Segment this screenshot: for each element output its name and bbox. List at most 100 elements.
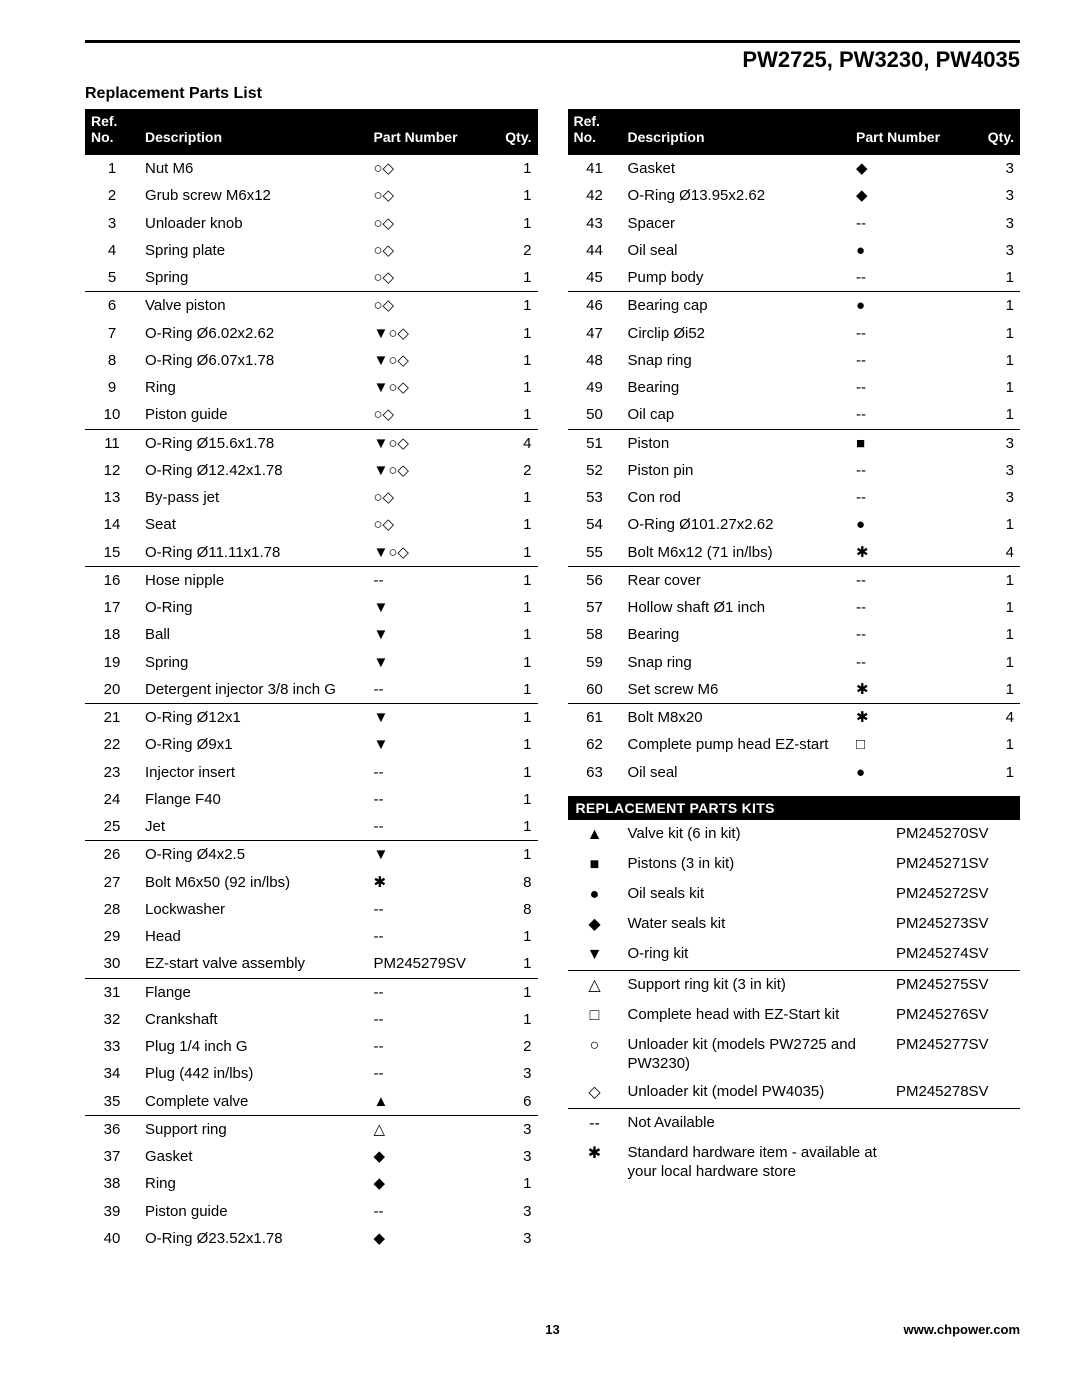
cell-part: -- bbox=[368, 676, 488, 704]
cell-part: -- bbox=[850, 594, 970, 621]
table-row: 1Nut M6○◇1 bbox=[85, 155, 538, 182]
kit-desc: Support ring kit (3 in kit) bbox=[622, 970, 891, 1001]
cell-ref: 60 bbox=[568, 676, 622, 704]
table-row: 30EZ-start valve assemblyPM245279SV1 bbox=[85, 950, 538, 978]
cell-part: ○◇ bbox=[368, 210, 488, 237]
table-row: 6Valve piston○◇1 bbox=[85, 292, 538, 320]
cell-part: ○◇ bbox=[368, 292, 488, 320]
cell-desc: O-Ring Ø6.02x2.62 bbox=[139, 320, 368, 347]
table-row: 39Piston guide--3 bbox=[85, 1198, 538, 1225]
cell-ref: 2 bbox=[85, 182, 139, 209]
table-row: 17O-Ring▼1 bbox=[85, 594, 538, 621]
cell-desc: Crankshaft bbox=[139, 1006, 368, 1033]
cell-part: -- bbox=[850, 320, 970, 347]
cell-part: ✱ bbox=[368, 869, 488, 896]
cell-part: □ bbox=[850, 731, 970, 758]
page-number: 13 bbox=[397, 1322, 709, 1337]
cell-ref: 47 bbox=[568, 320, 622, 347]
table-row: 59Snap ring--1 bbox=[568, 649, 1021, 676]
cell-ref: 38 bbox=[85, 1170, 139, 1197]
cell-ref: 46 bbox=[568, 292, 622, 320]
cell-qty: 1 bbox=[488, 155, 538, 182]
cell-desc: Con rod bbox=[622, 484, 851, 511]
cell-qty: 8 bbox=[488, 896, 538, 923]
cell-part: PM245279SV bbox=[368, 950, 488, 978]
cell-desc: O-Ring Ø4x2.5 bbox=[139, 841, 368, 869]
cell-part: -- bbox=[368, 786, 488, 813]
hdr-ref: Ref.No. bbox=[568, 109, 622, 155]
cell-part: ▼ bbox=[368, 621, 488, 648]
kit-desc: Not Available bbox=[622, 1109, 891, 1140]
cell-ref: 18 bbox=[85, 621, 139, 648]
table-row: 49Bearing--1 bbox=[568, 374, 1021, 401]
kit-part bbox=[890, 1109, 1020, 1140]
kit-desc: Unloader kit (model PW4035) bbox=[622, 1078, 891, 1109]
kit-part: PM245276SV bbox=[890, 1001, 1020, 1031]
cell-desc: O-Ring bbox=[139, 594, 368, 621]
cell-qty: 2 bbox=[488, 1033, 538, 1060]
cell-part: ◆ bbox=[368, 1225, 488, 1252]
kit-desc: Complete head with EZ-Start kit bbox=[622, 1001, 891, 1031]
cell-qty: 3 bbox=[488, 1225, 538, 1252]
cell-desc: Circlip Øi52 bbox=[622, 320, 851, 347]
table-row: 23Injector insert--1 bbox=[85, 759, 538, 786]
cell-part: ○◇ bbox=[368, 182, 488, 209]
table-row: 57Hollow shaft Ø1 inch--1 bbox=[568, 594, 1021, 621]
kit-row: --Not Available bbox=[568, 1109, 1021, 1140]
cell-part: ● bbox=[850, 511, 970, 538]
cell-part: ▼○◇ bbox=[368, 539, 488, 567]
cell-desc: Flange F40 bbox=[139, 786, 368, 813]
cell-qty: 1 bbox=[488, 347, 538, 374]
cell-desc: Jet bbox=[139, 813, 368, 841]
cell-qty: 1 bbox=[970, 676, 1020, 704]
cell-ref: 62 bbox=[568, 731, 622, 758]
cell-ref: 6 bbox=[85, 292, 139, 320]
cell-qty: 6 bbox=[488, 1088, 538, 1116]
section-title: Replacement Parts List bbox=[85, 85, 1020, 103]
cell-desc: Valve piston bbox=[139, 292, 368, 320]
cell-desc: Spacer bbox=[622, 210, 851, 237]
cell-ref: 21 bbox=[85, 704, 139, 732]
table-row: 22O-Ring Ø9x1▼1 bbox=[85, 731, 538, 758]
table-row: 41Gasket◆3 bbox=[568, 155, 1021, 182]
cell-desc: Support ring bbox=[139, 1115, 368, 1143]
cell-ref: 37 bbox=[85, 1143, 139, 1170]
cell-qty: 1 bbox=[488, 374, 538, 401]
table-row: 26O-Ring Ø4x2.5▼1 bbox=[85, 841, 538, 869]
cell-ref: 9 bbox=[85, 374, 139, 401]
cell-part: -- bbox=[368, 1198, 488, 1225]
cell-desc: O-Ring Ø6.07x1.78 bbox=[139, 347, 368, 374]
cell-desc: Spring bbox=[139, 649, 368, 676]
table-row: 47Circlip Øi52--1 bbox=[568, 320, 1021, 347]
cell-ref: 22 bbox=[85, 731, 139, 758]
kit-symbol: ▲ bbox=[568, 820, 622, 850]
table-row: 38Ring◆1 bbox=[85, 1170, 538, 1197]
cell-part: ◆ bbox=[368, 1170, 488, 1197]
cell-part: ○◇ bbox=[368, 264, 488, 292]
cell-qty: 3 bbox=[488, 1115, 538, 1143]
cell-ref: 11 bbox=[85, 429, 139, 457]
table-row: 18Ball▼1 bbox=[85, 621, 538, 648]
cell-qty: 1 bbox=[488, 1170, 538, 1197]
cell-part: ▼○◇ bbox=[368, 457, 488, 484]
cell-qty: 1 bbox=[488, 539, 538, 567]
cell-part: ▼ bbox=[368, 841, 488, 869]
kit-part: PM245274SV bbox=[890, 940, 1020, 971]
cell-desc: Seat bbox=[139, 511, 368, 538]
kit-symbol: -- bbox=[568, 1109, 622, 1140]
cell-desc: Oil cap bbox=[622, 401, 851, 429]
cell-ref: 41 bbox=[568, 155, 622, 182]
kit-part: PM245277SV bbox=[890, 1031, 1020, 1079]
cell-part: -- bbox=[368, 1033, 488, 1060]
hdr-ref: Ref.No. bbox=[85, 109, 139, 155]
cell-ref: 36 bbox=[85, 1115, 139, 1143]
cell-qty: 3 bbox=[970, 429, 1020, 457]
kit-symbol: ○ bbox=[568, 1031, 622, 1079]
cell-desc: Gasket bbox=[622, 155, 851, 182]
cell-qty: 1 bbox=[970, 347, 1020, 374]
cell-desc: Piston guide bbox=[139, 401, 368, 429]
kit-part: PM245273SV bbox=[890, 910, 1020, 940]
cell-ref: 58 bbox=[568, 621, 622, 648]
cell-part: ▼ bbox=[368, 731, 488, 758]
cell-part: -- bbox=[368, 1060, 488, 1087]
